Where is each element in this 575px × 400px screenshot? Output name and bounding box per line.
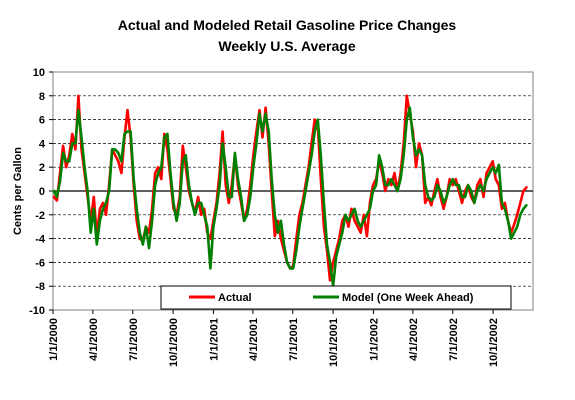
y-tick-label: 0 bbox=[39, 186, 45, 198]
series-line-model bbox=[52, 106, 528, 288]
y-tick-label: 6 bbox=[39, 115, 45, 127]
x-tick-label: 7/1/2000 bbox=[128, 318, 140, 361]
x-tick-label: 1/1/2000 bbox=[48, 318, 60, 361]
x-tick-label: 10/1/2001 bbox=[328, 318, 340, 367]
x-tick-label: 4/1/2000 bbox=[88, 318, 100, 361]
x-tick-label: 7/1/2002 bbox=[448, 318, 460, 361]
y-tick-label: 8 bbox=[39, 91, 45, 103]
x-tick-label: 7/1/2001 bbox=[288, 318, 300, 361]
chart-title: Actual and Modeled Retail Gasoline Price… bbox=[118, 17, 457, 33]
legend-label-actual: Actual bbox=[218, 292, 252, 304]
y-tick-label: -2 bbox=[35, 210, 45, 222]
y-tick-label: -6 bbox=[35, 257, 45, 269]
x-axis-ticks: 1/1/2000 4/1/2000 7/1/2000 10/1/2000 1/1/200… bbox=[48, 310, 500, 367]
y-tick-label: -4 bbox=[35, 234, 46, 246]
y-tick-label: -10 bbox=[29, 305, 45, 317]
legend: Actual Model (One Week Ahead) bbox=[160, 285, 512, 310]
y-axis-ticks: 10 8 6 4 2 0 -2 -4 -6 -8 -10 bbox=[29, 67, 53, 317]
y-tick-label: 2 bbox=[39, 162, 45, 174]
y-tick-label: -8 bbox=[35, 281, 45, 293]
x-tick-label: 4/1/2001 bbox=[248, 318, 260, 361]
y-tick-label: 10 bbox=[33, 67, 45, 79]
x-tick-label: 1/1/2002 bbox=[368, 318, 380, 361]
x-tick-label: 1/1/2001 bbox=[208, 318, 220, 361]
x-tick-label: 10/1/2000 bbox=[168, 318, 180, 367]
y-axis-label: Cents per Gallon bbox=[12, 147, 24, 235]
chart-subtitle: Weekly U.S. Average bbox=[218, 38, 355, 54]
y-tick-label: 4 bbox=[39, 138, 46, 150]
x-tick-label: 4/1/2002 bbox=[408, 318, 420, 361]
series-lines bbox=[52, 94, 528, 288]
legend-label-model: Model (One Week Ahead) bbox=[342, 292, 474, 304]
x-tick-label: 10/1/2002 bbox=[488, 318, 500, 367]
